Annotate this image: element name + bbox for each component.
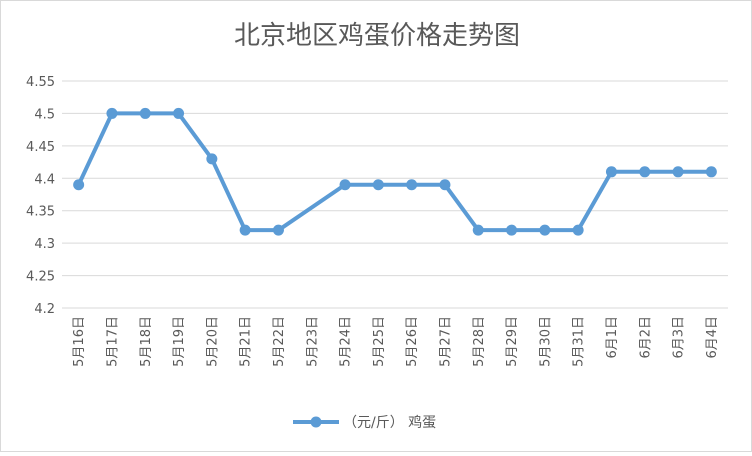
data-point bbox=[339, 179, 351, 191]
chart-title: 北京地区鸡蛋价格走势图 bbox=[234, 21, 520, 51]
data-point bbox=[705, 166, 717, 178]
data-point bbox=[139, 107, 151, 119]
data-point bbox=[206, 153, 218, 165]
data-point bbox=[539, 224, 551, 236]
x-tick-label: 6月1日 bbox=[605, 316, 620, 359]
data-point bbox=[372, 179, 384, 191]
x-tick-label: 5月31日 bbox=[572, 316, 587, 367]
x-tick-label: 5月22日 bbox=[272, 316, 287, 367]
data-point bbox=[572, 224, 584, 236]
x-tick-label: 5月18日 bbox=[139, 316, 154, 367]
data-point bbox=[672, 166, 684, 178]
y-tick-label: 4.35 bbox=[26, 205, 55, 220]
legend: （元/斤） 鸡蛋 bbox=[293, 414, 436, 431]
data-point bbox=[605, 166, 617, 178]
x-tick-label: 5月26日 bbox=[405, 316, 420, 367]
data-point bbox=[272, 224, 284, 236]
y-tick-label: 4.2 bbox=[34, 302, 55, 317]
data-point bbox=[73, 179, 85, 191]
data-point bbox=[239, 224, 251, 236]
y-tick-label: 4.3 bbox=[34, 237, 55, 252]
data-point bbox=[472, 224, 484, 236]
x-tick-label: 5月28日 bbox=[472, 316, 487, 367]
x-tick-label: 5月30日 bbox=[538, 316, 553, 367]
y-tick-label: 4.4 bbox=[34, 172, 55, 187]
x-tick-label: 6月3日 bbox=[672, 316, 687, 359]
data-point bbox=[173, 107, 185, 119]
x-tick-label: 6月2日 bbox=[638, 316, 653, 359]
legend-marker-swatch bbox=[310, 416, 322, 428]
x-tick-label: 5月21日 bbox=[239, 316, 254, 367]
x-tick-label: 5月19日 bbox=[172, 316, 187, 367]
x-tick-label: 5月20日 bbox=[205, 316, 220, 367]
y-tick-label: 4.45 bbox=[26, 140, 55, 155]
legend-label: （元/斤） 鸡蛋 bbox=[343, 414, 436, 431]
data-point bbox=[406, 179, 418, 191]
x-tick-label: 5月23日 bbox=[305, 316, 320, 367]
x-tick-label: 5月25日 bbox=[372, 316, 387, 367]
data-point bbox=[106, 107, 118, 119]
data-point bbox=[639, 166, 651, 178]
x-tick-label: 6月4日 bbox=[705, 316, 720, 359]
y-tick-label: 4.25 bbox=[26, 270, 55, 285]
x-tick-label: 5月16日 bbox=[72, 316, 87, 367]
y-tick-label: 4.55 bbox=[26, 75, 55, 90]
x-tick-label: 5月17日 bbox=[105, 316, 120, 367]
y-tick-label: 4.5 bbox=[34, 107, 55, 122]
data-point bbox=[506, 224, 518, 236]
x-tick-label: 5月29日 bbox=[505, 316, 520, 367]
x-tick-label: 5月24日 bbox=[339, 316, 354, 367]
x-tick-label: 5月27日 bbox=[439, 316, 454, 367]
data-point bbox=[439, 179, 451, 191]
